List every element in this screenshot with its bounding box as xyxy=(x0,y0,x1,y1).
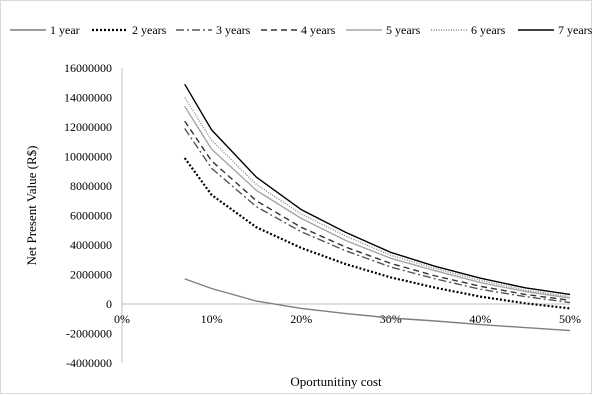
series-line-6-years xyxy=(184,97,571,298)
y-tick-labels: 16000000 14000000 12000000 10000000 8000000 6… xyxy=(64,61,112,370)
x-tick-label: 40% xyxy=(469,312,491,326)
y-tick-label: 14000000 xyxy=(64,91,112,105)
series-line-3-years xyxy=(184,128,571,304)
y-tick-label: 10000000 xyxy=(64,150,112,164)
x-tick-label: 0% xyxy=(114,312,130,326)
legend-label: 1 year xyxy=(50,23,80,37)
x-axis-title: Oportunitiny cost xyxy=(290,374,382,389)
legend-label: 4 years xyxy=(301,23,336,37)
x-tick-label: 50% xyxy=(559,312,581,326)
x-tick-label: 30% xyxy=(380,312,402,326)
y-tick-label: 2000000 xyxy=(70,268,112,282)
x-tick-label: 10% xyxy=(201,312,223,326)
y-tick-label: -4000000 xyxy=(66,356,112,370)
x-tick-label: 20% xyxy=(290,312,312,326)
series-line-1-year xyxy=(184,278,571,332)
y-tick-label: 16000000 xyxy=(64,61,112,75)
y-axis-title: Net Present Value (R$) xyxy=(24,146,39,266)
legend: 1 year 2 years 3 years 4 years 5 years 6 year… xyxy=(10,23,593,37)
series-line-7-years xyxy=(184,83,571,296)
y-tick-label: 6000000 xyxy=(70,209,112,223)
legend-label: 2 years xyxy=(132,23,167,37)
series-line-5-years xyxy=(184,106,571,299)
legend-label: 3 years xyxy=(216,23,251,37)
series-lines xyxy=(183,83,571,332)
series-line-4-years xyxy=(184,120,571,301)
x-tick-labels: 0% 10% 20% 30% 40% 50% xyxy=(114,312,581,326)
legend-label: 6 years xyxy=(471,23,506,37)
y-tick-label: 0 xyxy=(106,297,112,311)
series-line-2-years xyxy=(183,157,571,310)
y-tick-label: -2000000 xyxy=(66,327,112,341)
legend-label: 5 years xyxy=(386,23,421,37)
y-tick-label: 4000000 xyxy=(70,238,112,252)
y-tick-label: 12000000 xyxy=(64,120,112,134)
y-tick-label: 8000000 xyxy=(70,179,112,193)
legend-label: 7 years xyxy=(558,23,593,37)
axes xyxy=(121,68,570,363)
